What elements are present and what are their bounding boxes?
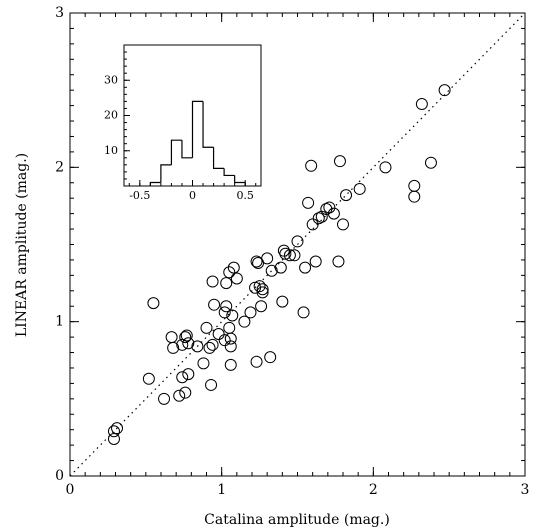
point (265, 264, 278, 277)
y-tick-label: 1 (55, 314, 64, 330)
histogram-bin (234, 175, 246, 186)
point (323, 201, 336, 214)
point (261, 252, 274, 265)
point (182, 368, 195, 381)
point (223, 321, 236, 334)
point (415, 98, 428, 111)
point (220, 300, 233, 313)
point (142, 372, 155, 385)
point (107, 425, 120, 438)
point (337, 218, 349, 231)
point (182, 337, 195, 350)
point (220, 277, 233, 290)
point (309, 255, 322, 268)
point (305, 159, 318, 172)
point (224, 340, 237, 353)
x-axis-title: Catalina amplitude (mag.) (204, 512, 390, 528)
point (379, 161, 392, 174)
point (424, 156, 437, 169)
point (180, 329, 193, 342)
point (312, 212, 325, 225)
reference-line (69, 12, 526, 477)
point (179, 331, 192, 344)
point (176, 371, 189, 384)
point (256, 286, 269, 299)
point (179, 386, 192, 399)
x-tick-label: 0 (189, 189, 196, 202)
histogram-bin (223, 168, 235, 177)
point (218, 334, 231, 347)
point (297, 306, 310, 319)
point (250, 355, 263, 368)
point (200, 321, 213, 334)
histogram-bin (181, 140, 193, 159)
histogram-bin (160, 164, 172, 183)
point (332, 255, 345, 268)
point (353, 182, 366, 195)
point (274, 261, 287, 274)
point (147, 297, 160, 310)
x-tick-label: 0 (66, 482, 75, 498)
point (299, 261, 312, 274)
point (158, 392, 171, 405)
histogram-bin (212, 147, 225, 169)
point (438, 84, 451, 97)
point (408, 179, 421, 192)
point (244, 306, 257, 319)
point (206, 275, 219, 288)
point (107, 432, 120, 445)
point (276, 295, 289, 308)
point (165, 331, 178, 344)
point (224, 358, 237, 371)
y-tick-label: 30 (104, 73, 118, 86)
x-tick-label: 2 (369, 482, 378, 498)
point (408, 190, 421, 203)
point (327, 207, 340, 220)
y-tick-label: 20 (104, 109, 118, 122)
point (224, 332, 237, 345)
y-tick-label: 3 (55, 5, 64, 21)
point (223, 266, 236, 279)
point (191, 340, 204, 353)
point (205, 378, 218, 391)
point (333, 155, 346, 168)
point (283, 249, 296, 262)
point (288, 249, 301, 262)
point (218, 306, 231, 319)
point (167, 341, 180, 354)
point (226, 309, 239, 322)
point (230, 272, 243, 285)
point (340, 189, 353, 202)
histogram-bin (202, 101, 214, 148)
point (212, 328, 225, 341)
histogram-bin (191, 100, 204, 158)
y-axis-title: LINEAR amplitude (mag.) (14, 153, 30, 337)
y-tick-label: 2 (55, 159, 64, 175)
point (111, 422, 124, 435)
histogram-bin (149, 181, 161, 186)
point (255, 300, 268, 313)
point (291, 235, 304, 248)
histogram-bin (170, 139, 182, 165)
point (197, 357, 210, 370)
point (238, 315, 251, 328)
point (253, 280, 266, 293)
point (227, 261, 240, 274)
x-tick-label: 0.5 (236, 189, 254, 202)
point (173, 389, 186, 402)
point (203, 341, 216, 354)
point (256, 283, 269, 296)
point (279, 247, 292, 260)
x-tick-label: 3 (521, 482, 530, 498)
x-tick-label: -0.5 (129, 189, 150, 202)
point (264, 351, 277, 364)
x-tick-label: 1 (217, 482, 226, 498)
point (208, 298, 221, 311)
point (206, 338, 219, 351)
point (306, 218, 319, 231)
y-tick-label: 0 (55, 468, 64, 484)
y-tick-label: 10 (104, 144, 118, 157)
point (302, 196, 315, 209)
